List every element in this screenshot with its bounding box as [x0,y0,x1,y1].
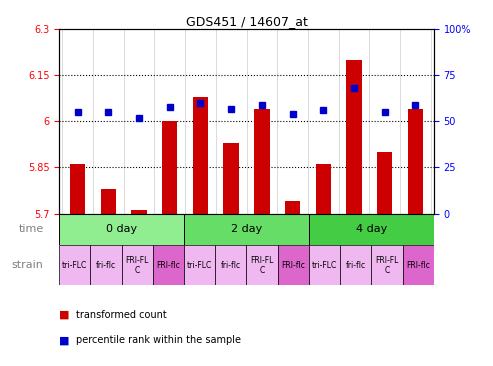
Title: GDS451 / 14607_at: GDS451 / 14607_at [185,15,308,28]
Text: tri-FLC: tri-FLC [312,261,337,270]
Bar [162,122,177,213]
Bar [193,97,208,213]
Bar [153,245,184,285]
Text: tri-FLC: tri-FLC [62,261,87,270]
Bar [309,213,434,245]
Text: percentile rank within the sample: percentile rank within the sample [76,335,242,346]
Bar [408,109,423,213]
Bar [59,213,184,245]
Text: ■: ■ [59,335,70,346]
Bar [346,60,362,213]
Bar [101,189,116,213]
Text: tri-FLC: tri-FLC [187,261,212,270]
Text: 0 day: 0 day [106,224,137,234]
Text: time: time [18,224,43,234]
Text: ■: ■ [59,310,70,320]
Text: FRI-flc: FRI-flc [282,261,305,270]
Bar [215,245,246,285]
Text: strain: strain [12,260,43,270]
Bar [70,164,85,213]
Text: FRI-FL
C: FRI-FL C [375,255,399,275]
Text: FRI-flc: FRI-flc [406,261,430,270]
Text: 2 day: 2 day [231,224,262,234]
Bar [184,245,215,285]
Bar [309,245,340,285]
Bar [59,245,90,285]
Text: fri-flc: fri-flc [221,261,241,270]
Bar [340,245,371,285]
Bar [377,152,392,213]
Bar [122,245,153,285]
Bar [131,210,147,213]
Text: FRI-FL
C: FRI-FL C [250,255,274,275]
Bar [254,109,270,213]
Bar [316,164,331,213]
Bar [278,245,309,285]
Bar [223,143,239,213]
Bar [184,213,309,245]
Bar [90,245,122,285]
Text: fri-flc: fri-flc [96,261,116,270]
Text: 4 day: 4 day [356,224,387,234]
Text: FRI-FL
C: FRI-FL C [126,255,149,275]
Bar [371,245,403,285]
Bar [246,245,278,285]
Bar [285,201,300,213]
Text: transformed count: transformed count [76,310,167,320]
Bar [403,245,434,285]
Text: fri-flc: fri-flc [346,261,366,270]
Text: FRI-flc: FRI-flc [156,261,180,270]
